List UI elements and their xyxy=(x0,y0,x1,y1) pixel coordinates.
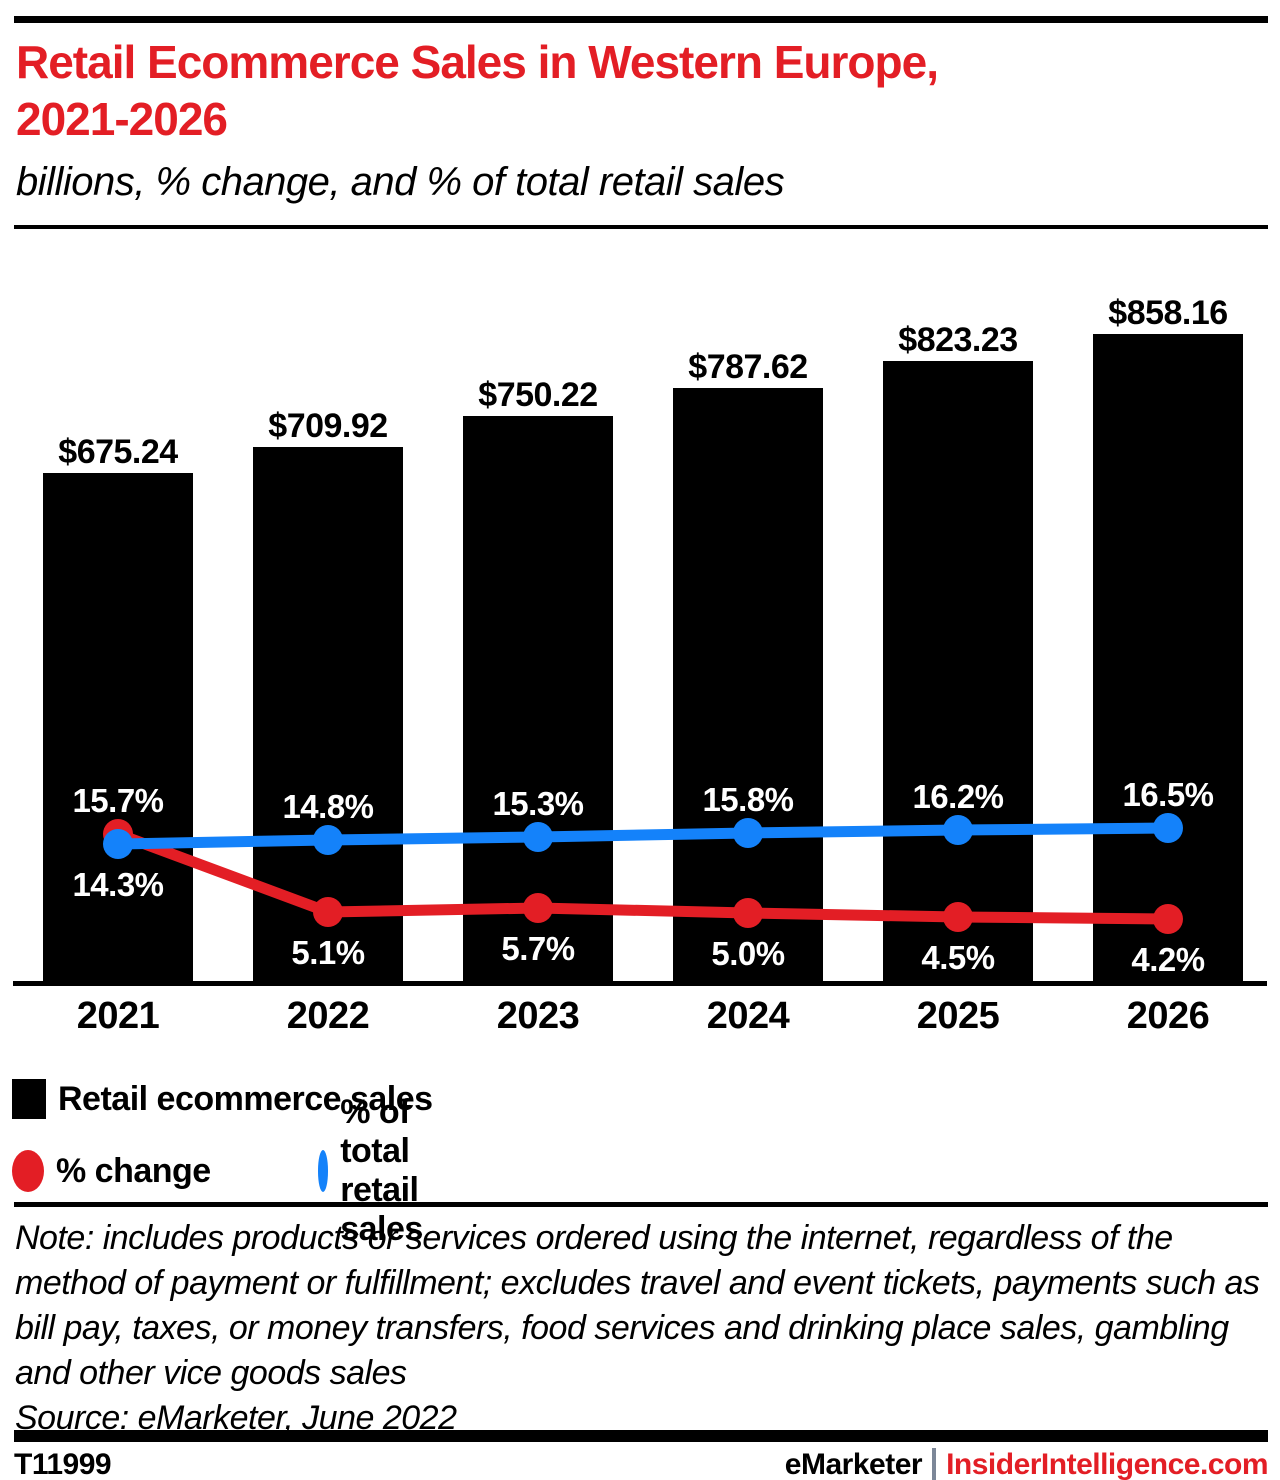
bar-value-label-2025: $823.23 xyxy=(898,321,1017,359)
bar-value-label-2026: $858.16 xyxy=(1108,294,1227,332)
note-block: Note: includes products or services orde… xyxy=(15,1216,1267,1441)
x-axis-line xyxy=(13,981,1267,986)
bar-2026 xyxy=(1093,334,1243,985)
legend-row-lines: % change % of total retail sales xyxy=(12,1093,423,1248)
bar-value-label-2024: $787.62 xyxy=(688,348,807,386)
point-pct-change-2025 xyxy=(943,902,973,932)
x-axis-label-2026: 2026 xyxy=(1127,995,1210,1037)
pct-change-label-2022: 5.1% xyxy=(291,934,364,971)
page-title: Retail Ecommerce Sales in Western Europe… xyxy=(16,36,939,145)
pct-of-total-label-2023: 15.3% xyxy=(492,785,583,822)
legend-label-pct-of-total: % of total retail sales xyxy=(340,1093,423,1248)
legend-bar-swatch-icon xyxy=(12,1079,46,1119)
point-pct-of-total-2025 xyxy=(943,815,973,845)
point-pct-of-total-2023 xyxy=(523,822,553,852)
footer-accent-bar xyxy=(14,1430,1268,1442)
point-pct-of-total-2022 xyxy=(313,825,343,855)
line-pct-of-total xyxy=(117,822,1169,850)
pct-change-label-2025: 4.5% xyxy=(921,939,994,976)
pct-of-total-label-2021: 14.3% xyxy=(72,866,163,903)
pct-change-label-2023: 5.7% xyxy=(501,930,574,967)
top-accent-bar xyxy=(14,16,1268,23)
point-pct-change-2023 xyxy=(523,893,553,923)
point-pct-change-2026 xyxy=(1153,904,1183,934)
chart-subtitle: billions, % change, and % of total retai… xyxy=(16,160,785,204)
legend-label-pct-change: % change xyxy=(56,1151,211,1190)
pct-of-total-label-2026: 16.5% xyxy=(1122,776,1213,813)
bar-2024 xyxy=(673,388,823,985)
x-axis-label-2021: 2021 xyxy=(77,995,160,1037)
legend-item-pct-change: % change xyxy=(12,1150,211,1192)
point-pct-change-2022 xyxy=(313,897,343,927)
pct-of-total-label-2024: 15.8% xyxy=(702,781,793,818)
header-divider xyxy=(14,225,1268,229)
footer-separator-bar xyxy=(932,1448,937,1480)
legend-row-bars: Retail ecommerce sales xyxy=(12,1076,433,1122)
footer-brand-emarketer: eMarketer xyxy=(784,1448,923,1480)
x-axis-label-2025: 2025 xyxy=(917,995,1000,1037)
legend-item-pct-of-total: % of total retail sales xyxy=(318,1093,445,1248)
point-pct-of-total-2026 xyxy=(1153,813,1183,843)
x-axis-label-2022: 2022 xyxy=(287,995,370,1037)
bar-value-label-2021: $675.24 xyxy=(58,433,178,471)
legend-red-dot-icon xyxy=(12,1150,44,1192)
footer-brand-block: eMarketer InsiderIntelligence.com xyxy=(785,1448,1268,1480)
pct-of-total-label-2022: 14.8% xyxy=(282,788,373,825)
line-pct-change xyxy=(116,828,1169,925)
pct-change-label-2024: 5.0% xyxy=(711,935,784,972)
x-axis-label-2024: 2024 xyxy=(707,995,790,1037)
bar-value-label-2023: $750.22 xyxy=(478,376,597,414)
note-text: Note: includes products or services orde… xyxy=(15,1219,1260,1392)
point-pct-of-total-2024 xyxy=(733,818,763,848)
pct-change-label-2026: 4.2% xyxy=(1131,941,1204,978)
pct-of-total-label-2025: 16.2% xyxy=(912,778,1003,815)
point-pct-of-total-2021 xyxy=(103,829,133,859)
bar-2021 xyxy=(43,473,193,985)
footer-site-link: InsiderIntelligence.com xyxy=(946,1448,1268,1480)
note-divider xyxy=(14,1202,1268,1207)
x-axis-label-2023: 2023 xyxy=(497,995,580,1037)
footer-chart-id: T11999 xyxy=(14,1448,112,1480)
legend-blue-dot-icon xyxy=(318,1150,329,1192)
point-pct-change-2024 xyxy=(733,898,763,928)
bar-value-label-2022: $709.92 xyxy=(268,407,387,445)
bar-2025 xyxy=(883,361,1033,985)
bar-2023 xyxy=(463,416,613,985)
legend-label-retail-ecommerce-sales: Retail ecommerce sales xyxy=(58,1079,433,1118)
pct-change-label-2021: 15.7% xyxy=(72,782,163,819)
